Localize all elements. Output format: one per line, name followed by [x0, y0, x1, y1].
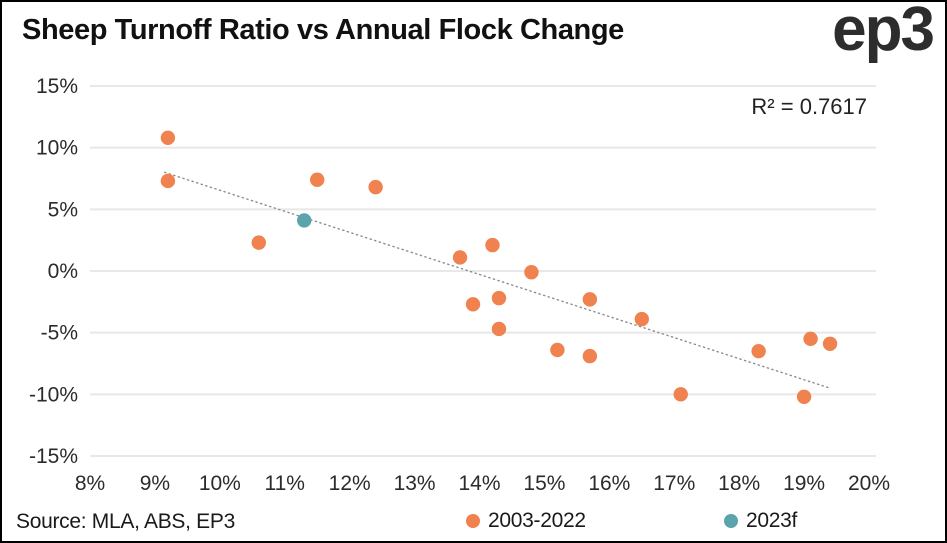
data-point-2003-2022: [751, 343, 766, 359]
x-axis-tick-label: 8%: [75, 472, 105, 495]
x-axis-tick-label: 11%: [265, 472, 305, 495]
trendline: [163, 171, 831, 389]
y-axis-tick-label: 15%: [36, 75, 78, 98]
data-point-2003-2022: [368, 179, 383, 195]
x-axis-tick-label: 17%: [653, 472, 695, 495]
legend-marker-teal: [724, 514, 738, 528]
y-axis-tick-label: 5%: [48, 198, 78, 221]
legend-marker-orange: [466, 514, 480, 528]
y-axis-tick-label: 0%: [48, 260, 78, 283]
legend-item-2023f: 2023f: [724, 509, 797, 533]
data-point-2003-2022: [796, 389, 812, 404]
data-point-2003-2022: [803, 331, 818, 347]
data-point-2003-2022: [634, 311, 649, 327]
y-axis-tick-label: 10%: [36, 137, 78, 160]
data-point-2023f: [297, 213, 312, 228]
data-point-2003-2022: [673, 387, 688, 402]
ep3-logo: ep3: [832, 0, 935, 64]
chart-title: Sheep Turnoff Ratio vs Annual Flock Chan…: [22, 14, 624, 46]
x-axis-tick-label: 16%: [588, 472, 630, 495]
source-text: Source: MLA, ABS, EP3: [16, 510, 235, 533]
data-point-2003-2022: [310, 172, 325, 187]
data-point-2003-2022: [550, 342, 565, 358]
data-point-2003-2022: [582, 292, 598, 307]
data-point-2003-2022: [822, 336, 838, 351]
data-point-2003-2022: [251, 235, 266, 250]
data-point-2003-2022: [452, 250, 468, 265]
data-point-2003-2022: [160, 130, 176, 145]
data-point-2003-2022: [582, 348, 598, 364]
x-axis-tick-label: 15%: [523, 472, 565, 495]
data-point-2003-2022: [491, 290, 507, 306]
y-axis-tick-label: -15%: [29, 445, 78, 468]
legend-item-2003-2022: 2003-2022: [466, 509, 586, 533]
legend-label: 2003-2022: [488, 509, 586, 532]
data-point-2003-2022: [524, 265, 539, 280]
x-axis-tick-label: 20%: [848, 472, 890, 495]
r-squared-annotation: R² = 0.7617: [751, 94, 867, 119]
legend-label: 2023f: [746, 509, 798, 532]
x-axis-tick-label: 19%: [783, 472, 825, 495]
data-point-2003-2022: [465, 297, 481, 312]
y-axis-tick-label: -10%: [29, 383, 78, 406]
y-axis-tick-label: -5%: [41, 322, 78, 345]
data-point-2003-2022: [485, 237, 500, 253]
data-point-2003-2022: [160, 173, 176, 189]
x-axis-tick-label: 12%: [329, 472, 371, 495]
x-axis-tick-label: 18%: [718, 472, 760, 495]
x-axis-tick-label: 13%: [394, 472, 436, 495]
x-axis-tick-label: 14%: [458, 472, 500, 495]
data-point-2003-2022: [491, 321, 507, 337]
x-axis-tick-label: 9%: [140, 472, 170, 495]
x-axis-tick-label: 10%: [199, 472, 241, 495]
